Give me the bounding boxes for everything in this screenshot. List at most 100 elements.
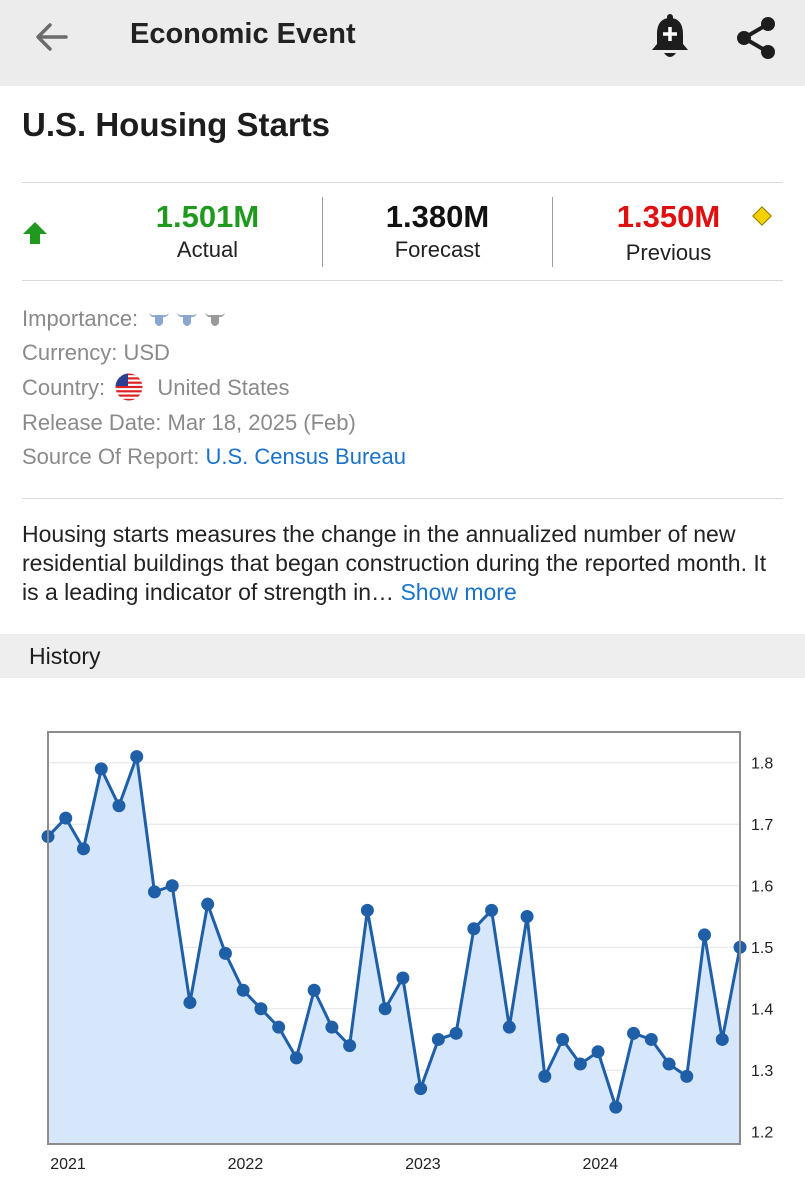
chart-data-point [591, 1045, 605, 1059]
share-icon [737, 17, 775, 59]
importance-row: Importance: [22, 306, 226, 332]
chart-data-point [236, 983, 250, 997]
actual-label: Actual [176, 237, 239, 262]
forecast-number: 1.380M [385, 199, 490, 234]
previous-label: Previous [625, 240, 712, 265]
y-tick-label: 1.4 [751, 1002, 773, 1019]
previous-number: 1.350M [616, 199, 721, 234]
bull-icon [205, 313, 226, 327]
chart-data-point [112, 799, 126, 813]
add-alert-button[interactable] [646, 12, 694, 64]
previous-value: 1.350M Previous [556, 183, 781, 279]
forecast-label: Forecast [394, 237, 481, 262]
chart-data-point [414, 1082, 428, 1096]
event-values: 1.501M Actual 1.380M Forecast 1.350M Pre… [0, 183, 805, 279]
share-button[interactable] [732, 12, 780, 64]
release-date-row: Release Date: Mar 18, 2025 (Feb) [22, 410, 356, 436]
chart-data-point [609, 1100, 623, 1114]
actual-number: 1.501M [155, 199, 260, 234]
back-button[interactable] [28, 14, 74, 60]
chart-data-point [520, 909, 534, 923]
us-flag-icon [115, 373, 143, 401]
chart-data-point [325, 1020, 339, 1034]
currency-label: Currency: [22, 340, 118, 365]
y-tick-label: 1.6 [751, 879, 773, 896]
divider [22, 182, 783, 183]
chart-data-point [343, 1039, 357, 1053]
chart-data-point [307, 983, 321, 997]
value-separator [322, 197, 323, 267]
x-tick-label: 2024 [583, 1156, 619, 1173]
show-more-link[interactable]: Show more [400, 579, 517, 605]
chart-data-point [715, 1032, 729, 1046]
x-tick-label: 2023 [405, 1156, 441, 1173]
chart-data-point [680, 1069, 694, 1083]
importance-bulls [148, 311, 226, 329]
chart-data-point [449, 1026, 463, 1040]
chart-data-point [378, 1002, 392, 1016]
currency-row: Currency: USD [22, 340, 170, 366]
chart-data-point [573, 1057, 587, 1071]
history-label: History [29, 643, 101, 669]
chart-data-point [698, 928, 712, 942]
release-date-value: Mar 18, 2025 (Feb) [167, 410, 356, 435]
chart-data-point [218, 946, 232, 960]
event-title: U.S. Housing Starts [22, 106, 331, 143]
country-value: United States [157, 375, 290, 400]
y-tick-label: 1.2 [751, 1125, 773, 1142]
country-label: Country: [22, 375, 106, 400]
chart-data-point [272, 1020, 286, 1034]
history-chart[interactable]: 1.2 1.3 1.4 1.5 1.6 1.7 1.8 2021 2022 2023 2024 [0, 700, 805, 1190]
chart-series-line [46, 755, 742, 1109]
chart-data-point [165, 879, 179, 893]
chart-data-point [467, 922, 481, 936]
top-app-bar: Economic Event [0, 0, 805, 86]
chart-data-point [94, 762, 108, 776]
currency-value: USD [123, 340, 170, 365]
chart-data-point [76, 842, 90, 856]
chart-data-point [502, 1020, 516, 1034]
arrow-left-icon [36, 23, 68, 51]
chart-data-point [538, 1069, 552, 1083]
chart-data-point [201, 897, 215, 911]
history-section-header: History [0, 634, 805, 678]
chart-data-point [627, 1026, 641, 1040]
x-tick-label: 2021 [50, 1156, 86, 1173]
chart-data-point [431, 1032, 445, 1046]
chart-data-point [183, 996, 197, 1010]
bell-plus-icon [652, 14, 688, 57]
chart-data-point [396, 971, 410, 985]
source-label: Source Of Report: [22, 444, 200, 469]
forecast-value: 1.380M Forecast [325, 183, 550, 279]
page-title: Economic Event [130, 18, 356, 50]
actual-value: 1.501M Actual [95, 183, 320, 279]
chart-data-point [360, 903, 374, 917]
y-tick-label: 1.7 [751, 817, 773, 834]
chart-data-point [556, 1032, 570, 1046]
bull-icon [177, 313, 198, 327]
chart-data-point [289, 1051, 303, 1065]
y-tick-label: 1.3 [751, 1063, 773, 1080]
source-row: Source Of Report: U.S. Census Bureau [22, 444, 406, 470]
chart-data-point [485, 903, 499, 917]
chart-data-point [662, 1057, 676, 1071]
source-link[interactable]: U.S. Census Bureau [205, 444, 406, 469]
y-tick-label: 1.8 [751, 756, 773, 773]
x-tick-label: 2022 [228, 1156, 264, 1173]
chart-data-point [644, 1032, 658, 1046]
chart-frame [47, 731, 741, 1145]
value-separator [552, 197, 553, 267]
country-row: Country: United States [22, 373, 290, 403]
arrow-up-icon [23, 222, 47, 244]
release-date-label: Release Date: [22, 410, 162, 435]
chart-data-point [59, 811, 73, 825]
chart-data-point [147, 885, 161, 899]
event-description: Housing starts measures the change in th… [22, 520, 782, 607]
bull-icon [149, 313, 170, 327]
y-tick-label: 1.5 [751, 940, 773, 957]
description-text: Housing starts measures the change in th… [22, 521, 767, 605]
importance-label: Importance: [22, 306, 139, 331]
divider [22, 498, 783, 499]
divider [22, 280, 783, 281]
chart-data-point [130, 750, 144, 764]
